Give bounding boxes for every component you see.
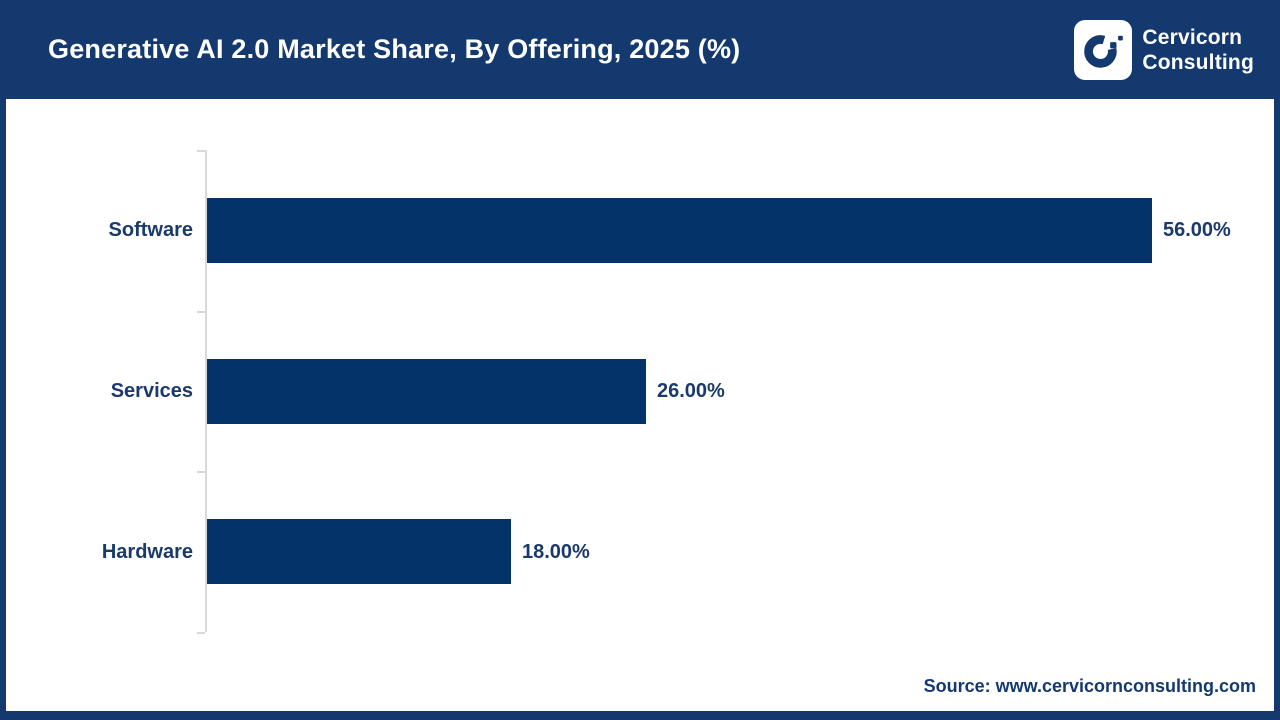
frame-border-left (0, 0, 6, 720)
brand-logo: Cervicorn Consulting (1074, 19, 1254, 80)
bar-hardware (207, 519, 511, 584)
axis-tick (197, 311, 205, 313)
cervicorn-logo-icon (1074, 19, 1133, 80)
logo-c-mark (1084, 34, 1124, 68)
bar-services (207, 359, 646, 424)
chart-area: Software 56.00% Services 26.00% Hardware 18.0… (0, 99, 1280, 711)
header-bar: Generative AI 2.0 Market Share, By Offer… (0, 0, 1280, 99)
source-text: Source: www.cervicornconsulting.com (923, 676, 1256, 696)
category-label-services: Services (110, 380, 193, 402)
frame-border-bottom (0, 711, 1280, 720)
brand-name: Cervicorn Consulting (1142, 25, 1254, 75)
axis-tick (197, 471, 205, 473)
axis-tick (197, 150, 205, 152)
brand-name-line2: Consulting (1142, 50, 1254, 74)
value-label-services: 26.00% (657, 380, 725, 402)
axis-tick (197, 632, 205, 634)
category-label-hardware: Hardware (101, 541, 193, 563)
value-label-hardware: 18.00% (522, 541, 590, 563)
brand-name-line1: Cervicorn (1142, 25, 1243, 49)
category-label-software: Software (108, 219, 193, 241)
bar-software (207, 198, 1152, 263)
chart-title: Generative AI 2.0 Market Share, By Offer… (48, 34, 741, 64)
category-axis-line (205, 150, 207, 632)
frame-border-right (1274, 0, 1280, 720)
value-label-software: 56.00% (1163, 219, 1231, 241)
